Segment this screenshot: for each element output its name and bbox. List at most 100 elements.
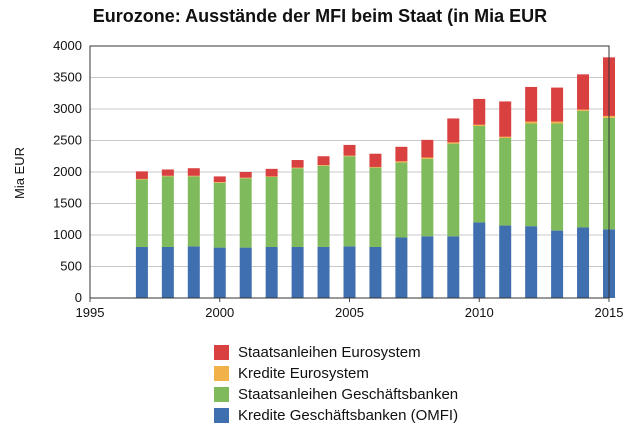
legend-swatch: [214, 344, 229, 360]
bar-segment: [187, 168, 200, 176]
x-tick-label: 2005: [335, 305, 364, 320]
x-tick-label: 2010: [465, 305, 494, 320]
bar-segment: [343, 156, 356, 247]
bar-segment: [473, 98, 486, 125]
y-tick-label: 1500: [53, 196, 82, 211]
bar-segment: [525, 121, 538, 124]
bar-segment: [525, 123, 538, 227]
bar-segment: [369, 166, 382, 168]
bar-segment: [447, 236, 460, 298]
legend-swatch: [214, 386, 229, 402]
x-tick-label: 2000: [205, 305, 234, 320]
bar-segment: [551, 121, 564, 124]
bar-segment: [135, 178, 148, 180]
x-tick-label: 2015: [595, 305, 624, 320]
bar-segment: [135, 179, 148, 247]
bar-segment: [239, 177, 252, 179]
x-tick-label: 1995: [76, 305, 105, 320]
bar-segment: [213, 247, 226, 298]
bar-segment: [447, 142, 460, 144]
bar-segment: [421, 236, 434, 298]
y-tick-label: 2000: [53, 164, 82, 179]
bar-segment: [473, 126, 486, 223]
bar-segment: [577, 109, 590, 111]
legend-swatch: [214, 407, 229, 423]
bar-segment: [265, 168, 278, 177]
y-tick-label: 3000: [53, 101, 82, 116]
bar-segment: [499, 225, 512, 298]
bar-segment: [291, 246, 304, 298]
y-tick-label: 1000: [53, 227, 82, 242]
bar-segment: [421, 157, 434, 159]
bar-segment: [395, 162, 408, 238]
bar-segment: [551, 230, 564, 298]
bar-segment: [213, 182, 226, 183]
legend-label: Staatsanleihen Eurosystem: [238, 343, 421, 361]
bar-segment: [239, 172, 252, 178]
chart-title: Eurozone: Ausstände der MFI beim Staat (…: [92, 6, 548, 26]
legend-item: Staatsanleihen Eurosystem: [214, 342, 458, 362]
bar-segment: [265, 177, 278, 247]
bar-segment: [577, 110, 590, 228]
x-axis-ticks: 1995 2000 2005 2010 2015: [76, 298, 624, 320]
bar-segment: [265, 246, 278, 298]
bar-segment: [317, 246, 330, 298]
bars: [135, 57, 615, 298]
y-tick-label: 2500: [53, 133, 82, 148]
bar-segment: [135, 246, 148, 298]
bar-segment: [343, 144, 356, 156]
y-tick-label: 500: [60, 259, 82, 274]
bar-segment: [317, 165, 330, 247]
bar-segment: [395, 146, 408, 162]
bar-segment: [239, 247, 252, 298]
bar-segment: [499, 101, 512, 137]
bar-segment: [135, 171, 148, 179]
bar-segment: [291, 168, 304, 247]
legend: Staatsanleihen Eurosystem Kredite Eurosys…: [214, 342, 458, 426]
legend-label: Kredite Geschäftsbanken (OMFI): [238, 406, 459, 424]
legend-label: Staatsanleihen Geschäftsbanken: [238, 385, 459, 403]
bar-segment: [265, 176, 278, 178]
bar-segment: [161, 175, 174, 177]
bar-segment: [187, 176, 200, 247]
y-tick-label: 0: [75, 290, 82, 305]
bar-segment: [473, 222, 486, 298]
y-tick-label: 3500: [53, 70, 82, 85]
bar-segment: [291, 160, 304, 168]
bar-segment: [577, 227, 590, 298]
y-tick-label: 4000: [53, 38, 82, 53]
bar-segment: [499, 136, 512, 138]
bar-segment: [369, 167, 382, 247]
bar-segment: [447, 118, 460, 143]
bar-segment: [551, 87, 564, 122]
bar-segment: [551, 123, 564, 231]
y-axis-title: Mia EUR: [12, 147, 27, 199]
legend-item: Staatsanleihen Geschäftsbanken: [214, 384, 458, 404]
legend-label: Kredite Eurosystem: [238, 364, 369, 382]
bar-segment: [395, 237, 408, 298]
y-axis-ticks: 0 500 1000 1500 2000 2500 3000 3500 4000: [53, 38, 82, 305]
bar-segment: [395, 161, 408, 163]
bar-segment: [525, 86, 538, 122]
bar-segment: [343, 155, 356, 157]
bar-segment: [473, 124, 486, 127]
bar-segment: [161, 246, 174, 298]
bar-segment: [447, 143, 460, 237]
bar-segment: [343, 246, 356, 298]
bar-segment: [187, 246, 200, 298]
bar-segment: [161, 176, 174, 247]
legend-item: Kredite Eurosystem: [214, 363, 458, 383]
bar-segment: [421, 139, 434, 158]
bar-segment: [291, 167, 304, 169]
bar-segment: [577, 74, 590, 110]
bar-segment: [187, 175, 200, 177]
bar-segment: [213, 176, 226, 183]
stacked-bar-chart: 0 500 1000 1500 2000 2500 3000 3500 4000 1995 200…: [12, 38, 624, 320]
bar-segment: [213, 182, 226, 248]
bar-segment: [421, 158, 434, 237]
bar-segment: [369, 153, 382, 167]
bar-segment: [239, 178, 252, 248]
legend-swatch: [214, 365, 229, 381]
bar-segment: [317, 165, 330, 166]
bar-segment: [499, 137, 512, 226]
